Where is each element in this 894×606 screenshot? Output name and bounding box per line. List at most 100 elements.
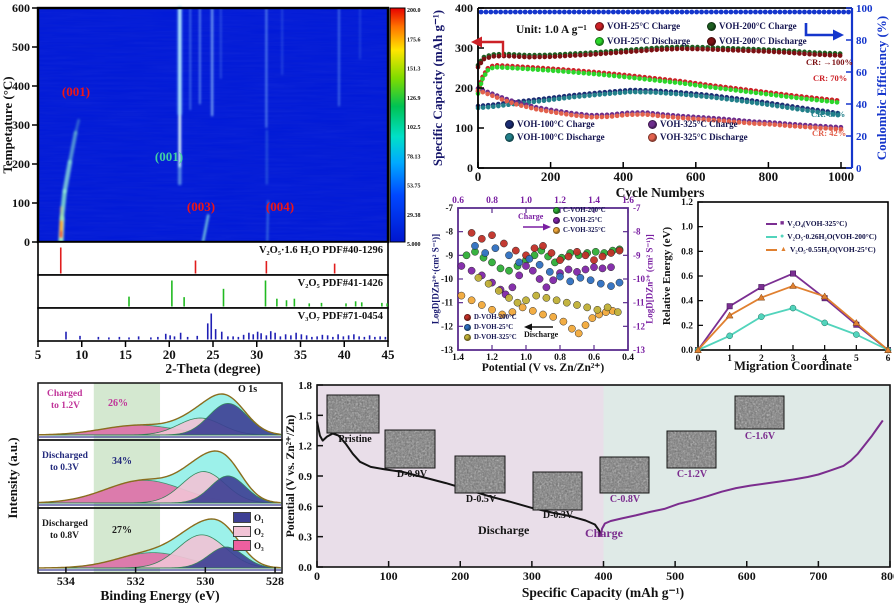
legend-label: D-VOH-325°C bbox=[474, 334, 517, 341]
legend-label: VOH-100°C Charge bbox=[517, 119, 595, 129]
svg-text:0.8: 0.8 bbox=[486, 196, 498, 206]
svg-text:400: 400 bbox=[455, 1, 473, 15]
capacity-retention-label-325c: CR: 42% bbox=[812, 128, 847, 138]
svg-text:530: 530 bbox=[196, 574, 214, 588]
gitt-y-axis-label-right: LogD[DZn²⁺ (cm² S⁻¹)] bbox=[644, 234, 655, 324]
legend-marker-icon bbox=[505, 119, 514, 129]
svg-text:0: 0 bbox=[467, 161, 473, 175]
svg-text:-7: -7 bbox=[633, 203, 641, 213]
legend-item-d-voh325: D-VOH-325°C bbox=[464, 334, 517, 341]
xrd-y-axis-label: Tempetature (°C) bbox=[0, 76, 15, 174]
svg-text:20: 20 bbox=[856, 131, 868, 143]
svg-text:5.000: 5.000 bbox=[407, 242, 421, 248]
svg-text:3: 3 bbox=[791, 354, 796, 364]
svg-text:-9: -9 bbox=[633, 250, 641, 260]
svg-text:200: 200 bbox=[12, 157, 30, 171]
capacity-retention-label-100c: CR: 87% bbox=[811, 109, 846, 119]
svg-text:400: 400 bbox=[595, 569, 613, 583]
legend-label: V₂O₅·0.26H₂O(VOH-200°C) bbox=[787, 232, 877, 241]
svg-text:40: 40 bbox=[338, 347, 351, 362]
gitt-x-axis-label: Potential (V vs. Zn/Zn²⁺) bbox=[481, 362, 605, 374]
legend-label: O₁ bbox=[254, 512, 264, 523]
svg-text:0: 0 bbox=[24, 235, 30, 249]
svg-text:0.0: 0.0 bbox=[298, 562, 312, 574]
svg-text:-8: -8 bbox=[633, 227, 641, 237]
legend-item-d-voh25: D-VOH-25°C bbox=[464, 324, 513, 331]
svg-text:400: 400 bbox=[12, 79, 30, 93]
svg-text:1.6: 1.6 bbox=[622, 196, 634, 206]
xrd-peak-label-001-v2o5: (001) bbox=[154, 149, 184, 165]
svg-text:0.8: 0.8 bbox=[554, 353, 566, 363]
legend-marker-icon bbox=[464, 334, 471, 341]
legend-marker-icon bbox=[648, 132, 657, 142]
legend-item-voh100-charge: VOH-100°C Charge bbox=[505, 119, 595, 129]
legend-line-icon bbox=[766, 222, 777, 225]
svg-text:1.2: 1.2 bbox=[554, 196, 566, 206]
svg-text:151.3: 151.3 bbox=[407, 67, 421, 73]
xps-y-axis-label: Intensity (a.u.) bbox=[5, 437, 20, 519]
legend-label: V₂O₅·0.55H₂O(VOH-25°C) bbox=[789, 245, 876, 254]
svg-text:0.6: 0.6 bbox=[452, 196, 464, 206]
capacity-retention-label-200c: CR: →100% bbox=[806, 57, 853, 67]
svg-text:-9: -9 bbox=[446, 250, 454, 260]
svg-text:10: 10 bbox=[75, 347, 88, 362]
xrd-peak-label-003: (003) bbox=[186, 199, 216, 215]
legend-label: VOH-200°C Charge bbox=[719, 21, 797, 31]
svg-text:126.9: 126.9 bbox=[407, 96, 421, 102]
svg-text:29.38: 29.38 bbox=[407, 213, 421, 219]
svg-text:30: 30 bbox=[250, 347, 263, 362]
legend-item-o3: O₃ bbox=[233, 540, 264, 551]
xps-x-axis-label: Binding Energy (eV) bbox=[100, 588, 220, 603]
legend-marker-icon: ▲ bbox=[780, 245, 787, 253]
svg-text:-11: -11 bbox=[441, 298, 453, 308]
svg-text:200: 200 bbox=[451, 569, 469, 583]
legend-label: VOH-325°C Charge bbox=[660, 119, 738, 129]
svg-text:102.5: 102.5 bbox=[407, 125, 421, 131]
legend-item-voh200-charge: VOH-200°C Charge bbox=[707, 21, 797, 31]
legend-marker-icon bbox=[707, 36, 716, 46]
svg-text:-12: -12 bbox=[441, 321, 453, 331]
svg-text:600: 600 bbox=[12, 1, 30, 15]
svg-text:400: 400 bbox=[613, 169, 633, 184]
xps-percentage-3: 27% bbox=[112, 525, 132, 536]
legend-item-voh325-charge: VOH-325°C Charge bbox=[648, 119, 738, 129]
xps-percentage-1: 26% bbox=[108, 398, 128, 409]
legend-label: VOH-25°C Discharge bbox=[607, 36, 691, 46]
svg-text:1.2: 1.2 bbox=[298, 441, 312, 453]
xrd-peak-label-001-hydrate: (001) bbox=[61, 84, 91, 100]
legend-item-voh325-discharge: VOH-325°C Discharge bbox=[648, 132, 748, 142]
xrd-x-axis-label: 2-Theta (degree) bbox=[165, 361, 261, 376]
legend-line-icon bbox=[766, 235, 777, 238]
svg-text:1.4: 1.4 bbox=[452, 353, 464, 363]
svg-text:534: 534 bbox=[57, 574, 75, 588]
svg-text:532: 532 bbox=[127, 574, 145, 588]
legend-label: VOH-200°C Discharge bbox=[719, 36, 807, 46]
svg-text:528: 528 bbox=[266, 574, 284, 588]
legend-item-d-voh200: D-VOH-200°C bbox=[464, 314, 517, 321]
legend-marker-icon bbox=[648, 119, 657, 129]
cycling-y-axis-label-right: Coulombic Efficiency (%) bbox=[874, 15, 889, 161]
legend-marker-icon bbox=[595, 21, 604, 31]
svg-text:1.8: 1.8 bbox=[298, 380, 312, 392]
legend-label: VOH-100°C Discharge bbox=[517, 132, 605, 142]
legend-item-voh25-discharge: VOH-25°C Discharge bbox=[595, 36, 690, 46]
svg-text:-13: -13 bbox=[441, 345, 453, 355]
neb-x-axis-label: Migration Coordinate bbox=[734, 359, 852, 373]
gitt-charge-annotation: Charge bbox=[518, 212, 544, 221]
legend-swatch-icon bbox=[233, 512, 251, 523]
legend-item-c-voh200: C-VOH-200°C bbox=[553, 207, 606, 214]
svg-text:800: 800 bbox=[881, 569, 894, 583]
svg-text:20: 20 bbox=[163, 347, 176, 362]
legend-marker-icon bbox=[553, 207, 560, 214]
gitt-y-axis-label-left: LogD[DZn²⁺·(cm² S⁻¹)] bbox=[430, 233, 441, 325]
svg-text:1.2: 1.2 bbox=[486, 353, 498, 363]
svg-text:0.2: 0.2 bbox=[681, 321, 693, 331]
legend-marker-icon bbox=[553, 217, 560, 224]
svg-text:5: 5 bbox=[35, 347, 42, 362]
legend-swatch-icon bbox=[233, 526, 251, 537]
svg-text:2: 2 bbox=[759, 354, 764, 364]
legend-marker-icon bbox=[505, 132, 514, 142]
